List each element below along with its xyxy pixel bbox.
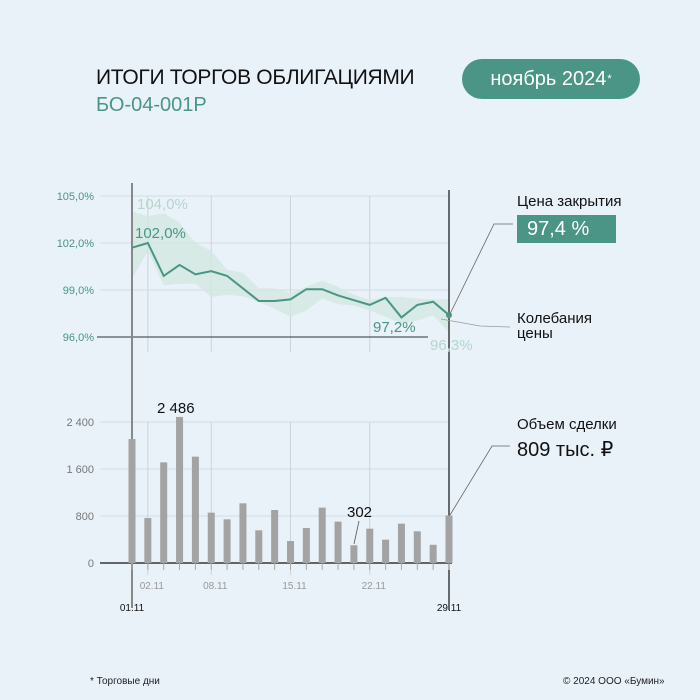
volume-bar [287, 541, 294, 563]
legend-close-value: 97,4 % [517, 215, 616, 243]
page-title: ИТОГИ ТОРГОВ ОБЛИГАЦИЯМИ [96, 66, 415, 89]
close-price-line [131, 241, 450, 319]
period-footnote-mark: * [607, 73, 612, 85]
volume-min-label: 302 [347, 504, 372, 521]
volume-bar [334, 521, 342, 563]
price-ytick-label: 102,0% [57, 238, 95, 250]
volume-bar [445, 515, 453, 563]
volume-bar [397, 523, 405, 563]
volume-ytick-label: 800 [76, 511, 94, 523]
period-badge: ноябрь 2024 * [462, 59, 640, 99]
x-tick-label: 22.11 [362, 581, 387, 592]
volume-min-leader [353, 520, 360, 545]
volume-bar [144, 517, 152, 563]
volume-max-label: 2 486 [157, 400, 195, 417]
close-price-point [446, 312, 452, 319]
volume-bar [318, 507, 326, 563]
price-range-band [132, 211, 449, 333]
close-leader-line [449, 223, 513, 315]
volume-ytick-label: 1 600 [66, 464, 94, 476]
price-ytick-label: 105,0% [57, 191, 95, 203]
volume-bar [239, 503, 247, 563]
volume-ytick-label: 0 [88, 558, 94, 570]
volume-bar [207, 512, 215, 563]
volume-bar [128, 439, 136, 563]
legend-range-line2: цены [517, 325, 553, 342]
bond-code: БО-04-001Р [96, 94, 207, 116]
x-start-label: 01.11 [120, 603, 145, 614]
max-close-label: 102,0% [135, 225, 186, 242]
volume-bar [413, 531, 421, 563]
min-low-label: 96,3% [430, 337, 473, 354]
legend-volume-label: Объем сделки [517, 416, 617, 433]
volume-bar [176, 416, 184, 563]
x-tick-label: 08.11 [203, 581, 228, 592]
x-tick-label: 02.11 [140, 581, 165, 592]
volume-bar [271, 510, 279, 563]
volume-bar [429, 544, 437, 563]
legend-volume-value: 809 тыс. ₽ [517, 439, 614, 461]
max-high-label: 104,0% [137, 196, 188, 213]
volume-bar [382, 539, 390, 563]
volume-leader-line [449, 445, 510, 516]
price-ytick-label: 99,0% [63, 285, 94, 297]
volume-bar [160, 462, 168, 563]
footnote: * Торговые дни [90, 676, 160, 687]
legend-range-label: Колебания цены [517, 311, 592, 341]
volume-ytick-label: 2 400 [66, 417, 94, 429]
price-ytick-label: 96,0% [63, 332, 94, 344]
period-label: ноябрь 2024 [490, 67, 607, 90]
copyright: © 2024 ООО «Бумин» [563, 676, 665, 687]
x-tick-label: 15.11 [282, 581, 307, 592]
legend-range-line1: Колебания [517, 310, 593, 327]
min-close-label: 97,2% [373, 319, 416, 336]
volume-bar [223, 519, 231, 563]
legend-close-label: Цена закрытия [517, 193, 622, 210]
range-leader-line [440, 318, 511, 328]
x-end-label: 29.11 [437, 603, 462, 614]
volume-bar [350, 545, 358, 563]
volume-bar [255, 530, 263, 563]
volume-bar [191, 456, 199, 563]
volume-bar [302, 527, 310, 563]
volume-bar [366, 528, 374, 563]
